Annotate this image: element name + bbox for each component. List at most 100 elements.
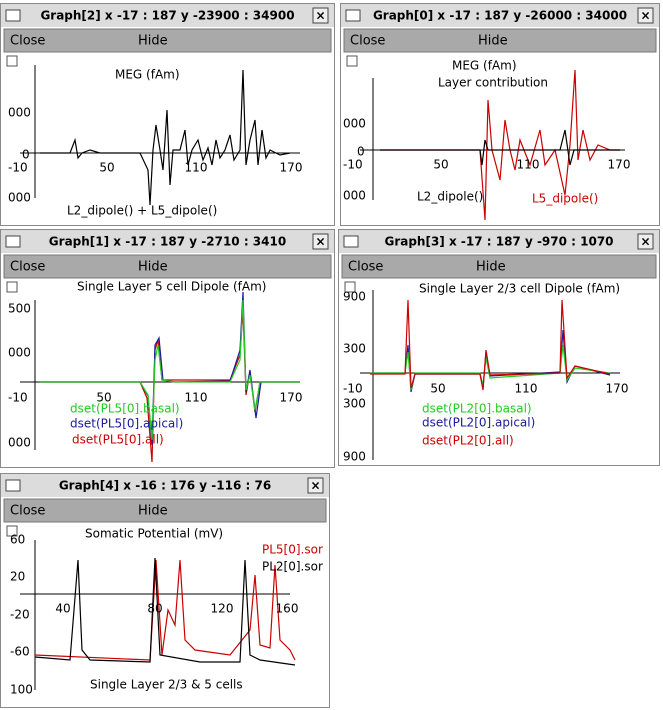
trace — [380, 69, 620, 221]
window-icon — [343, 235, 359, 248]
y-tick-label: 300 — [343, 397, 366, 411]
checkbox — [6, 281, 18, 293]
close-box[interactable] — [312, 7, 329, 24]
x-tick-label: 160 — [276, 602, 299, 616]
x-tick-label: 170 — [606, 382, 629, 396]
window-title: Graph[4] x -16 : 176 y -116 : 76 — [59, 479, 271, 493]
close-box[interactable] — [312, 233, 329, 250]
x-tick-label: 170 — [280, 161, 303, 175]
graph-window: × Graph[4] x -16 : 176 y -116 : 76 Close Hi… — [0, 473, 330, 708]
checkbox — [344, 281, 356, 293]
graph-label: L2_dipole() + L5_dipole() — [67, 204, 217, 218]
graph-label: Single Layer 2/3 cell Dipole (fAm) — [419, 282, 620, 296]
window-title: Graph[2] x -17 : 187 y -23900 : 34900 — [40, 9, 294, 23]
trace — [34, 559, 296, 661]
graph-window: × Graph[3] x -17 : 187 y -970 : 1070Close… — [338, 229, 660, 466]
x-tick-label: 120 — [211, 602, 234, 616]
close-button[interactable]: Close — [350, 34, 385, 49]
graph-window: × Graph[0] x -17 : 187 y -26000 : 34000 Cl… — [340, 3, 660, 226]
y-tick-label: -10 — [8, 391, 28, 405]
trace — [40, 299, 300, 441]
window-icon — [345, 9, 361, 22]
hide-button[interactable]: Hide — [138, 34, 168, 49]
y-tick-label: -10 — [343, 382, 363, 396]
graph-label: dset(PL5[0].apical) — [70, 417, 183, 431]
hide-button[interactable]: Hide — [476, 260, 506, 275]
y-tick-label: 900 — [343, 450, 366, 464]
x-tick-label: 50 — [433, 158, 448, 172]
x-tick-label: 110 — [517, 158, 540, 172]
window-title: Graph[3] x -17 : 187 y -970 : 1070 — [384, 235, 613, 249]
y-tick-label: -10 — [343, 158, 363, 172]
graph-label: dset(PL5[0].all) — [72, 433, 164, 447]
graph-label: dset(PL2[0].apical) — [422, 416, 535, 430]
y-tick-label: 500 — [8, 302, 31, 316]
x-tick-label: 110 — [515, 382, 538, 396]
checkbox — [346, 55, 358, 67]
close-box[interactable] — [307, 477, 324, 494]
graph-label: L2_dipole() — [417, 190, 483, 204]
y-tick-label: -10 — [8, 161, 28, 175]
close-icon: × — [315, 235, 325, 249]
x-tick-label: 50 — [99, 161, 114, 175]
title-bar — [1, 230, 334, 253]
graph-label: dset(PL2[0].basal) — [422, 402, 532, 416]
graph-label: Single Layer 2/3 & 5 cells — [90, 678, 243, 692]
hide-button[interactable]: Hide — [138, 260, 168, 275]
trace — [370, 299, 611, 391]
button-bar — [3, 254, 332, 279]
y-tick-label: 000 — [343, 189, 366, 203]
checkbox — [6, 525, 18, 537]
graph-label: MEG (fAm) — [452, 59, 517, 73]
trace — [380, 129, 620, 166]
y-tick-label: 000 — [343, 117, 366, 131]
button-bar — [3, 28, 332, 53]
close-icon: × — [640, 235, 650, 249]
close-box[interactable] — [637, 233, 654, 250]
close-button[interactable]: Close — [10, 260, 45, 275]
window-title: Graph[1] x -17 : 187 y -2710 : 3410 — [49, 235, 286, 249]
close-button[interactable]: Close — [10, 34, 45, 49]
button-bar — [3, 498, 327, 523]
checkbox — [6, 55, 18, 67]
y-tick-label: 0 — [357, 145, 365, 159]
title-bar — [339, 230, 659, 253]
close-button[interactable]: Close — [10, 504, 45, 519]
close-box[interactable] — [637, 7, 654, 24]
x-tick-label: 110 — [185, 161, 208, 175]
y-tick-label: 300 — [343, 342, 366, 356]
hide-button[interactable]: Hide — [138, 504, 168, 519]
close-button[interactable]: Close — [348, 260, 383, 275]
x-tick-label: 50 — [96, 391, 111, 405]
y-tick-label: 900 — [343, 290, 366, 304]
y-tick-label: 000 — [8, 106, 31, 120]
graph-label: PL5[0].sor — [262, 543, 323, 557]
close-icon: × — [315, 9, 325, 23]
title-bar — [1, 4, 334, 27]
button-bar — [341, 254, 657, 279]
y-tick-label: 0 — [22, 148, 30, 162]
close-icon: × — [640, 9, 650, 23]
graph-label: MEG (fAm) — [115, 68, 180, 82]
x-tick-label: 40 — [55, 602, 70, 616]
y-tick-label: 000 — [8, 191, 31, 205]
y-tick-label: 000 — [8, 436, 31, 450]
graph-label: PL2[0].sor — [262, 560, 323, 574]
window-title: Graph[0] x -17 : 187 y -26000 : 34000 — [373, 9, 627, 23]
x-tick-label: 170 — [280, 391, 303, 405]
y-tick-label: 20 — [10, 570, 25, 584]
y-tick-label: -20 — [10, 608, 30, 622]
graph-label: Somatic Potential (mV) — [85, 527, 223, 541]
hide-button[interactable]: Hide — [478, 34, 508, 49]
y-tick-label: -60 — [10, 645, 30, 659]
window-icon — [5, 479, 21, 492]
graph-window: × Graph[2] x -17 : 187 y -23900 : 34900 Cl… — [0, 3, 335, 226]
y-tick-label: 000 — [8, 346, 31, 360]
y-tick-label: 60 — [10, 533, 25, 547]
graph-label: dset(PL5[0].basal) — [70, 402, 180, 416]
graph-label: Single Layer 5 cell Dipole (fAm) — [77, 280, 266, 294]
x-tick-label: 80 — [147, 602, 162, 616]
trace — [34, 557, 296, 666]
